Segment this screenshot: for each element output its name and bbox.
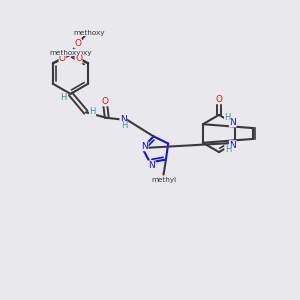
Text: O: O [215, 95, 223, 104]
Text: O: O [75, 54, 82, 63]
Text: N: N [141, 142, 148, 151]
Text: O: O [102, 97, 109, 106]
Text: methoxy: methoxy [60, 50, 92, 56]
Text: O: O [59, 54, 66, 63]
Text: H: H [89, 107, 96, 116]
Text: O: O [74, 39, 82, 48]
Text: N: N [229, 118, 236, 127]
Text: N: N [229, 141, 236, 150]
Text: methoxy: methoxy [74, 30, 105, 36]
Text: H: H [225, 145, 231, 154]
Text: N: N [120, 115, 127, 124]
Text: H: H [224, 113, 231, 122]
Text: methoxy: methoxy [49, 50, 80, 56]
Text: N: N [148, 161, 155, 170]
Text: H: H [121, 122, 127, 130]
Text: methyl: methyl [151, 177, 176, 183]
Text: H: H [60, 93, 66, 102]
